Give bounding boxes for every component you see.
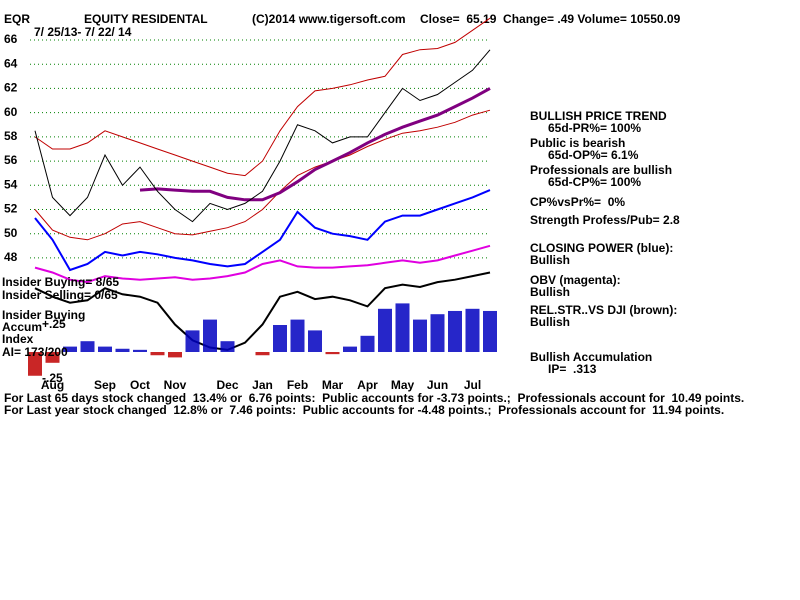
legend-status: Bullish bbox=[530, 285, 570, 299]
accum-bar bbox=[115, 348, 130, 352]
signal: IP= .313 bbox=[548, 362, 597, 376]
footer: For Last year stock changed 12.8% or 7.4… bbox=[4, 403, 724, 417]
accum-label: Accum bbox=[2, 320, 42, 334]
x-tick-label: Nov bbox=[164, 378, 187, 392]
x-tick-label: Jan bbox=[252, 378, 273, 392]
signal: BULLISH PRICE TREND bbox=[530, 109, 667, 123]
accum-bar bbox=[150, 352, 165, 356]
accum-bar bbox=[378, 308, 392, 352]
insider: Insider Buying= 8/65 bbox=[2, 275, 119, 289]
insider: Insider Selling= 0/65 bbox=[2, 288, 118, 302]
accum-label: Index bbox=[2, 332, 34, 346]
y-tick-label: 62 bbox=[4, 81, 18, 95]
accum-bar bbox=[325, 352, 340, 355]
x-tick-label: Jul bbox=[464, 378, 481, 392]
accum-bar bbox=[448, 310, 462, 352]
signal: Strength Profess/Pub= 2.8 bbox=[530, 213, 680, 227]
y-tick-label: 52 bbox=[4, 202, 18, 216]
y-tick-label: 54 bbox=[4, 177, 18, 191]
series-line bbox=[34, 49, 491, 223]
legend-label: CLOSING POWER (blue): bbox=[530, 241, 673, 255]
x-tick-label: Dec bbox=[216, 378, 238, 392]
signal: Professionals are bullish bbox=[530, 163, 672, 177]
accum-bar bbox=[290, 319, 305, 352]
accum-bar bbox=[168, 352, 182, 358]
accum-bar bbox=[308, 330, 322, 352]
footer: For Last 65 days stock changed 13.4% or … bbox=[4, 391, 744, 405]
legend-status: Bullish bbox=[530, 315, 570, 329]
accum-bar bbox=[360, 335, 375, 352]
ticker: EQR bbox=[4, 12, 30, 26]
accum-bar bbox=[255, 352, 270, 356]
series-line bbox=[34, 17, 491, 177]
chart-title: EQUITY RESIDENTAL bbox=[84, 12, 208, 26]
signal: 65d-CP%= 100% bbox=[548, 175, 641, 189]
accum-bar bbox=[395, 303, 410, 352]
stats: Close= 65.19 Change= .49 Volume= 10550.0… bbox=[420, 12, 681, 26]
subtitle: 7/ 25/13- 7/ 22/ 14 bbox=[34, 25, 132, 39]
accum-bar bbox=[80, 341, 95, 352]
source: (C)2014 www.tigersoft.com bbox=[252, 12, 406, 26]
ai-label: AI= 173/200 bbox=[2, 345, 68, 359]
accum-bar bbox=[430, 314, 445, 352]
x-tick-label: Oct bbox=[130, 378, 150, 392]
accum-bar bbox=[343, 346, 357, 352]
signal: Public is bearish bbox=[530, 136, 625, 150]
y-tick-label: 66 bbox=[4, 32, 18, 46]
plot-area: 48 50 52 54 56 58 60 62 64 66 Aug Sep Oct Nov Dec Jan Fe… bbox=[4, 17, 497, 392]
y-tick-label: 50 bbox=[4, 226, 18, 240]
accum-bar bbox=[45, 352, 60, 363]
y-tick-label: 56 bbox=[4, 153, 18, 167]
x-tick-label: Sep bbox=[94, 378, 116, 392]
signal: 65d-OP%= 6.1% bbox=[548, 148, 639, 162]
signal: CP%vsPr%= 0% bbox=[530, 195, 625, 209]
y-tick-label: 48 bbox=[4, 250, 18, 264]
accum-bar bbox=[413, 319, 427, 352]
legend-label: Bullish Accumulation bbox=[530, 350, 652, 364]
y-tick-label: 64 bbox=[4, 56, 18, 70]
series-line bbox=[34, 271, 491, 351]
x-tick-label: Apr bbox=[357, 378, 378, 392]
signal: 65d-PR%= 100% bbox=[548, 121, 641, 135]
y-tick-label: 60 bbox=[4, 105, 18, 119]
series-line bbox=[34, 189, 491, 272]
accum-bar bbox=[28, 352, 42, 376]
accum-bar bbox=[203, 319, 217, 352]
accum-bar bbox=[133, 349, 147, 352]
accum-bar bbox=[98, 346, 112, 352]
accum-bar bbox=[220, 341, 235, 352]
x-tick-label: Mar bbox=[322, 378, 344, 392]
accum-bar bbox=[185, 330, 200, 352]
y-tick-label: 58 bbox=[4, 129, 18, 143]
legend-status: Bullish bbox=[530, 253, 570, 267]
overlay-text: Insider Buying= 8/65 Insider Selling= 0/… bbox=[2, 275, 119, 385]
legend-label: REL.STR..VS DJI (brown): bbox=[530, 303, 677, 317]
series-line bbox=[34, 244, 491, 284]
accum-bar bbox=[483, 310, 497, 352]
accum-bar bbox=[63, 346, 77, 352]
x-tick-label: Aug bbox=[41, 378, 64, 392]
series-line bbox=[34, 109, 491, 241]
x-tick-label: Jun bbox=[427, 378, 448, 392]
insider: Insider Buying bbox=[2, 308, 85, 322]
x-tick-label: May bbox=[391, 378, 415, 392]
legend-label: OBV (magenta): bbox=[530, 273, 621, 287]
accum-bar bbox=[465, 308, 480, 352]
accum-bar bbox=[273, 325, 287, 352]
y2-tick-label: +.25 bbox=[42, 317, 66, 331]
x-tick-label: Feb bbox=[287, 378, 308, 392]
y2-tick-label: -.25 bbox=[42, 371, 63, 385]
series-line bbox=[139, 87, 491, 202]
